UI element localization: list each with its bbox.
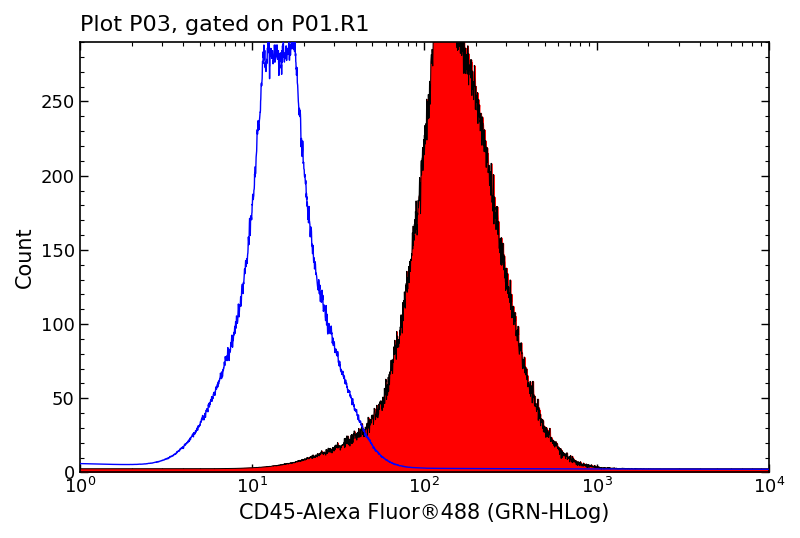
Y-axis label: Count: Count bbox=[15, 226, 35, 288]
Text: Plot P03, gated on P01.R1: Plot P03, gated on P01.R1 bbox=[80, 15, 369, 35]
X-axis label: CD45-Alexa Fluor®488 (GRN-HLog): CD45-Alexa Fluor®488 (GRN-HLog) bbox=[239, 503, 610, 523]
